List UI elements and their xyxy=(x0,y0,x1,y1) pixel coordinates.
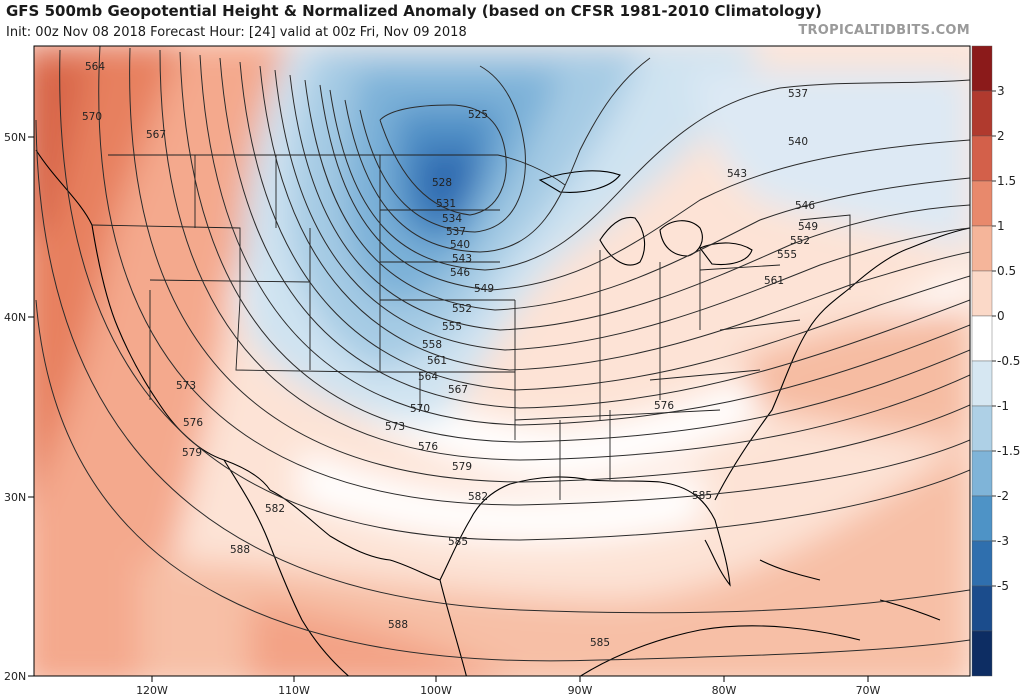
contour-label: 588 xyxy=(388,619,408,631)
contour-label: 570 xyxy=(410,403,430,415)
contour-label: 576 xyxy=(654,400,674,412)
lat-label: 20N xyxy=(4,670,26,683)
colorbar-tick-label: -1.5 xyxy=(997,444,1020,458)
lon-label: 80W xyxy=(712,684,737,696)
map-title: GFS 500mb Geopotential Height & Normaliz… xyxy=(6,2,822,20)
colorbar-swatch xyxy=(971,630,993,677)
contour-label: 576 xyxy=(183,417,203,429)
lat-axis: 50N 40N 30N 20N xyxy=(4,131,34,683)
colorbar-tick-label: -2 xyxy=(997,489,1009,503)
contour-label: 543 xyxy=(452,253,472,265)
colorbar-swatch xyxy=(971,585,993,632)
colorbar-swatch xyxy=(971,225,993,272)
colorbar-swatch xyxy=(971,135,993,182)
colorbar-swatch xyxy=(971,180,993,227)
contour-label: 567 xyxy=(146,129,166,141)
height-contours xyxy=(35,46,970,662)
colorbar-swatch xyxy=(971,45,993,92)
contour-label: 582 xyxy=(468,491,488,503)
contour-labels: 5645705675255285315345375405435465495525… xyxy=(82,61,818,649)
contour-label: 549 xyxy=(474,283,494,295)
contour-label: 549 xyxy=(798,221,818,233)
contour-label: 531 xyxy=(436,198,456,210)
contour-label: 585 xyxy=(692,490,712,502)
colorbar-swatches xyxy=(971,45,993,677)
colorbar-tick-label: 0.5 xyxy=(997,264,1016,278)
colorbar-swatch xyxy=(971,360,993,407)
colorbar-swatch xyxy=(971,495,993,542)
map-frame xyxy=(33,45,971,677)
contour-label: 573 xyxy=(385,421,405,433)
colorbar-tick-label: -5 xyxy=(997,579,1009,593)
contour-label: 555 xyxy=(777,249,797,261)
contour-label: 588 xyxy=(230,544,250,556)
map-subtitle: Init: 00z Nov 08 2018 Forecast Hour: [24… xyxy=(6,25,467,40)
colorbar-swatch xyxy=(971,270,993,317)
contour-label: 558 xyxy=(422,339,442,351)
colorbar-swatch xyxy=(971,315,993,362)
contour-label: 582 xyxy=(265,503,285,515)
site-watermark: TROPICALTIDBITS.COM xyxy=(798,23,970,38)
lat-label: 50N xyxy=(4,131,26,144)
contour-label: 525 xyxy=(468,109,488,121)
contour-label: 561 xyxy=(764,275,784,287)
lon-label: 70W xyxy=(856,684,881,696)
lon-label: 120W xyxy=(136,684,168,696)
colorbar-swatch xyxy=(971,540,993,587)
contour-label: 573 xyxy=(176,380,196,392)
contour-label: 528 xyxy=(432,177,452,189)
colorbar-tick-label: 1.5 xyxy=(997,174,1016,188)
contour-label: 540 xyxy=(450,239,470,251)
contour-label: 537 xyxy=(788,88,808,100)
colorbar-tick-label: -1 xyxy=(997,399,1009,413)
contour-label: 546 xyxy=(450,267,470,279)
lon-axis: 120W 110W 100W 90W 80W 70W xyxy=(136,676,881,696)
colorbar-tick-label: -0.5 xyxy=(997,354,1020,368)
contour-label: 570 xyxy=(82,111,102,123)
colorbar-tick-label: 2 xyxy=(997,129,1005,143)
lon-label: 90W xyxy=(568,684,593,696)
colorbar-swatch xyxy=(971,90,993,137)
contour-label: 546 xyxy=(795,200,815,212)
contour-label: 540 xyxy=(788,136,808,148)
contour-label: 552 xyxy=(452,303,472,315)
lon-label: 100W xyxy=(420,684,452,696)
contour-label: 543 xyxy=(727,168,747,180)
contour-label: 567 xyxy=(448,384,468,396)
lat-label: 30N xyxy=(4,491,26,504)
lat-label: 40N xyxy=(4,311,26,324)
contour-label: 576 xyxy=(418,441,438,453)
contour-label: 561 xyxy=(427,355,447,367)
colorbar-swatch xyxy=(971,450,993,497)
contour-label: 564 xyxy=(418,371,438,383)
contour-label: 579 xyxy=(182,447,202,459)
contour-label: 579 xyxy=(452,461,472,473)
lon-label: 110W xyxy=(278,684,310,696)
contour-label: 537 xyxy=(446,226,466,238)
colorbar-ticks: 3 2 1.5 1 0.5 0 -0.5 -1 -1.5 -2 -3 -5 xyxy=(992,84,1020,593)
contour-label: 585 xyxy=(448,536,468,548)
colorbar-tick-label: 0 xyxy=(997,309,1005,323)
contour-label: 552 xyxy=(790,235,810,247)
colorbar-tick-label: 3 xyxy=(997,84,1005,98)
colorbar-swatch xyxy=(971,405,993,452)
contour-label: 534 xyxy=(442,213,462,225)
contour-label: 555 xyxy=(442,321,462,333)
colorbar-tick-label: -3 xyxy=(997,534,1009,548)
contour-label: 564 xyxy=(85,61,105,73)
contour-label: 585 xyxy=(590,637,610,649)
colorbar-tick-label: 1 xyxy=(997,219,1005,233)
